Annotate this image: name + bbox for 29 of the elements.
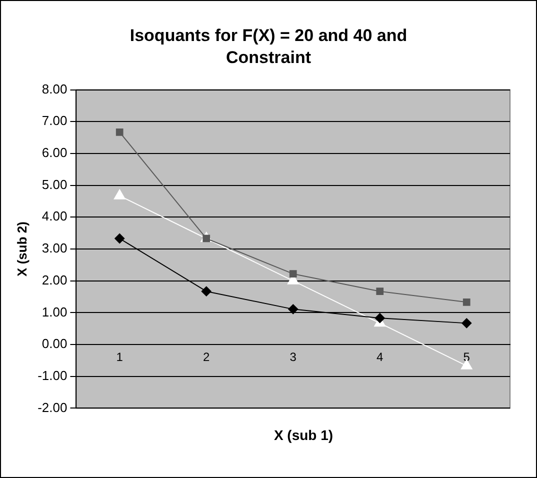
point [462,318,472,328]
x-axis-title: X (sub 1) [272,427,334,443]
point [376,288,384,296]
x-tick-label: 2 [203,350,210,364]
chart-title: Isoquants for F(X) = 20 and 40 and Constraint [128,25,408,69]
y-tick-label: 4.00 [42,208,68,224]
point [374,313,385,324]
y-tick-label: 6.00 [42,145,68,160]
point [116,128,124,136]
point [460,359,472,370]
y-tick-label: 7.00 [42,113,68,128]
y-tick-label: 3.00 [42,240,68,256]
y-axis-title: X (sub 2) [14,222,30,276]
y-tick-label: 8.00 [42,81,68,96]
x-tick-label: 3 [290,350,297,364]
point [462,298,470,306]
y-tick-label: 1.00 [42,304,68,320]
point [288,304,298,314]
point [201,286,212,296]
point [114,189,126,200]
y-tick-label: 5.00 [42,176,68,192]
point [289,270,297,278]
x-tick-label: 4 [376,350,384,364]
y-tick-label: 2.00 [42,272,68,288]
y-tick-label: -1.00 [38,368,68,383]
y-tick-label: 0.00 [42,336,68,352]
x-tick-label: 1 [116,350,124,364]
point [114,233,125,244]
y-tick-label: -2.00 [38,400,68,415]
